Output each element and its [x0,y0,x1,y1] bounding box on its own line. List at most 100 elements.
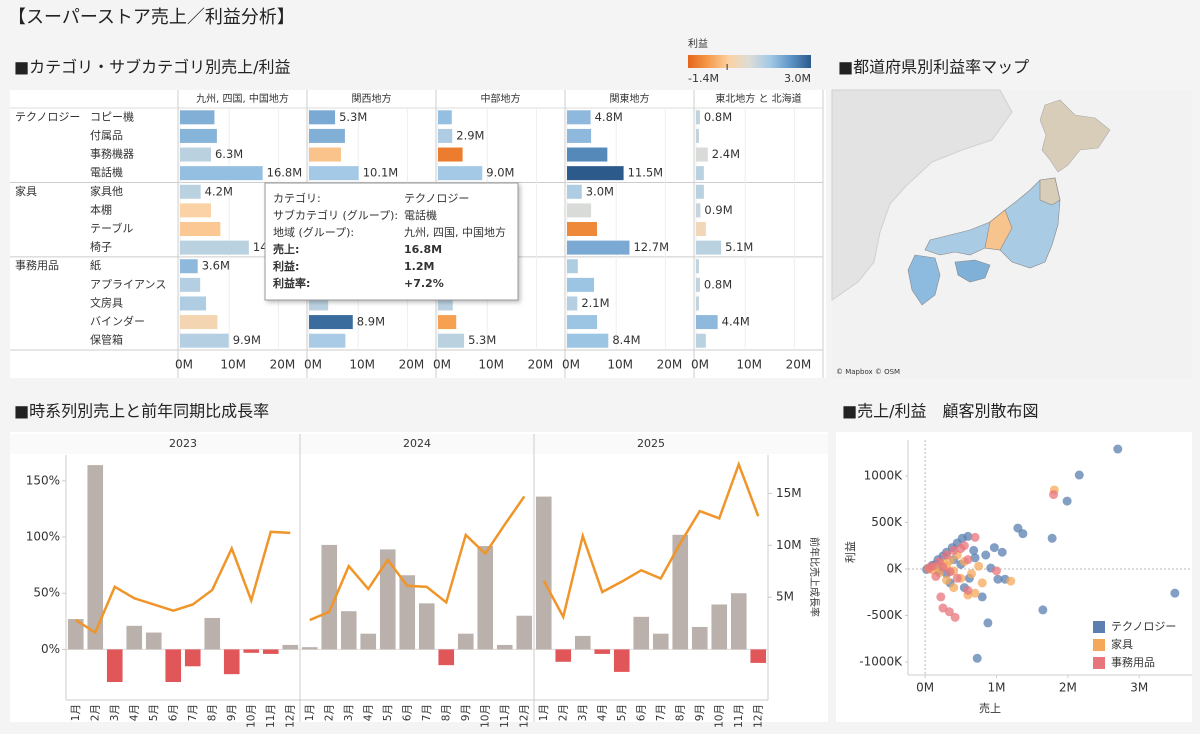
legend-swatch [1093,621,1105,633]
tooltip-box [264,182,519,301]
bar [691,626,708,650]
x-tick-label: 2M [1059,681,1077,695]
bar [567,333,609,348]
y-tick-label: 0% [41,642,60,656]
map-attribution: © Mapbox © OSM [836,368,900,376]
column-header: 東北地方 と 北海道 [715,92,801,105]
x-tick-label: 8月 [206,704,218,721]
region [954,259,991,283]
x-tick-label: 1月 [70,704,82,721]
section-title: ■売上/利益 顧客別散布図 [842,402,1039,421]
tooltip-value: 16.8M [404,243,442,256]
x-tick-label: 6月 [401,704,413,721]
value-label: 2.9M [456,128,484,142]
line [75,530,291,635]
bar [567,315,598,330]
bar [555,649,572,662]
row-label: 事務機器 [90,147,134,161]
x-tick-label: 9月 [460,704,472,721]
bar [750,649,767,663]
tooltip-label: 利益率: [273,276,310,290]
value-label: 10.1M [363,166,399,180]
point [997,547,1007,557]
x-tick-label: 0M [562,358,580,372]
bar [574,635,591,650]
point [969,545,979,555]
x-tick-label: 7月 [421,704,433,721]
legend-swatch [1093,657,1105,669]
section-title: ■時系列別売上と前年同期比成長率 [14,402,269,421]
point [977,578,987,588]
point [956,544,966,554]
land [831,89,1013,301]
point [931,571,941,581]
region [1039,177,1061,206]
bar [204,617,221,650]
column-header: 九州, 四国, 中国地方 [196,92,289,105]
point [983,618,993,628]
row-label: テーブル [90,221,133,235]
point [938,603,948,613]
bar [309,128,345,143]
point [972,653,982,663]
point [963,555,973,565]
point [1006,576,1016,586]
value-label: 12.7M [633,240,669,254]
section-title: ■都道府県別利益率マップ [838,58,1029,77]
bar [180,128,217,143]
bar [309,147,341,162]
bar [696,333,706,348]
y-tick-label: -1000K [859,654,903,668]
bar [67,619,84,650]
x-tick-label: 4月 [128,704,140,721]
x-tick-label: 10M [478,358,504,372]
value-label: 5.3M [468,333,496,347]
map: © Mapbox © OSM [831,89,1192,378]
panel-header: 2025 [637,437,665,450]
x-tick-label: 11月 [499,704,511,728]
x-tick-label: 10M [736,358,762,372]
point [924,564,934,574]
bar [567,222,598,236]
column-header: 関東地方 [610,92,650,105]
bar [180,147,211,162]
x-tick-label: 11月 [733,704,745,728]
tooltip-value: テクノロジー [404,192,469,205]
panel-header: 2024 [403,437,431,450]
bar [180,240,249,255]
dashboard-title: 【スーパーストア売上／利益分析】 [8,7,295,28]
x-tick-label: 0M [433,358,451,372]
bar [567,259,578,274]
point [970,553,980,563]
y-tick-label: 150% [26,473,60,487]
bar [180,333,229,348]
bar [696,166,704,181]
y-tick-label: 500K [871,515,903,529]
x-tick-label: 3M [1130,681,1148,695]
x-tick-label: 20M [399,358,425,372]
bar [418,603,435,650]
x-tick-label: 6月 [167,704,179,721]
x-tick-label: 10M [607,358,633,372]
row-label: 保管箱 [90,333,123,347]
bar [438,649,455,666]
point [1170,588,1180,598]
tooltip-label: カテゴリ: [273,191,321,205]
bar [567,277,595,292]
bar [567,110,591,125]
legend-title: 利益 [688,37,708,50]
point [949,583,959,593]
point [967,569,977,579]
bar [567,296,578,311]
point [949,545,959,555]
bar [87,465,104,650]
bar [301,647,318,650]
point [977,592,987,602]
value-label: 2.4M [712,147,740,161]
point [1062,496,1072,506]
x-tick-label: 5月 [382,704,394,721]
bar [180,222,221,236]
value-label: 11.5M [628,166,664,180]
bar [243,649,260,653]
